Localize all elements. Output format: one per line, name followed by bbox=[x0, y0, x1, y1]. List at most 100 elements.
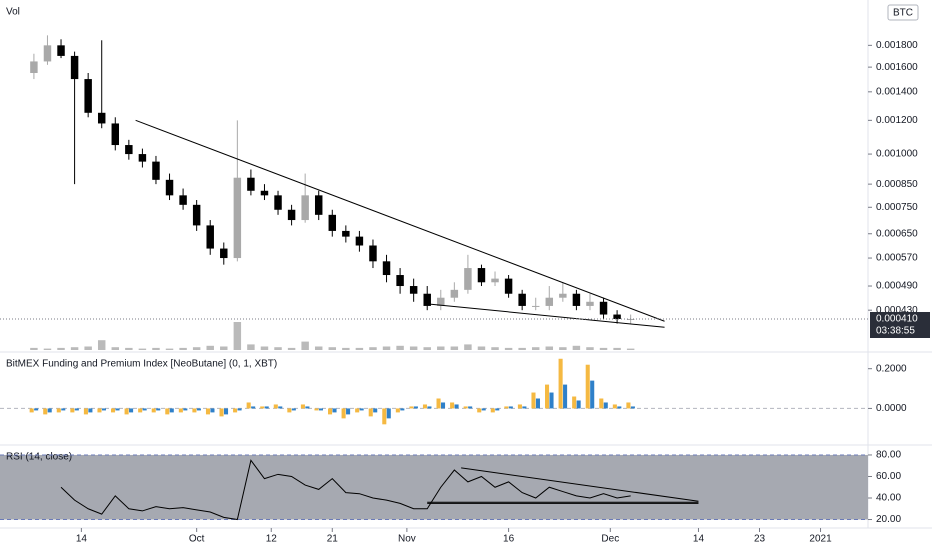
funding-bar bbox=[617, 406, 622, 409]
x-tick-label: 2021 bbox=[809, 534, 832, 545]
y-tick-label: 0.0000 bbox=[876, 403, 907, 414]
currency-badge[interactable] bbox=[887, 4, 919, 21]
funding-bar bbox=[124, 408, 129, 415]
candle-body bbox=[138, 154, 147, 162]
funding-bar bbox=[34, 408, 39, 411]
volume-bar bbox=[599, 347, 608, 350]
volume-bar bbox=[437, 346, 445, 350]
x-tick-label: 21 bbox=[327, 534, 339, 545]
y-tick-label: 0.000650 bbox=[876, 228, 918, 239]
rsi-band bbox=[0, 454, 868, 520]
candle-body bbox=[301, 195, 309, 221]
funding-bar bbox=[29, 408, 34, 413]
y-tick-label: 0.001200 bbox=[876, 115, 918, 126]
funding-bar bbox=[545, 384, 550, 409]
candle-body bbox=[70, 55, 79, 80]
funding-bar bbox=[477, 408, 482, 413]
candle-body bbox=[450, 289, 459, 298]
last-price-badge bbox=[870, 311, 930, 338]
y-tick-label: 0.000430 bbox=[876, 305, 918, 316]
volume-bar bbox=[70, 347, 79, 350]
candle-body bbox=[192, 204, 201, 226]
funding-bar bbox=[165, 408, 170, 415]
candle-body bbox=[247, 177, 255, 191]
candle-body bbox=[220, 248, 228, 259]
funding-bar bbox=[305, 406, 310, 409]
funding-bar bbox=[142, 408, 147, 411]
volume-bar bbox=[192, 347, 201, 350]
funding-bar bbox=[74, 408, 79, 411]
funding-bar bbox=[558, 358, 563, 409]
y-tick-label: 0.000490 bbox=[876, 281, 918, 292]
funding-bar bbox=[223, 408, 229, 415]
funding-bar bbox=[156, 408, 161, 411]
volume-bar bbox=[409, 346, 418, 350]
funding-bar bbox=[97, 408, 102, 413]
volume-bar bbox=[179, 347, 187, 350]
volume-bar bbox=[206, 345, 214, 350]
volume-bar bbox=[369, 347, 377, 350]
funding-bar bbox=[61, 408, 66, 411]
funding-bar bbox=[196, 408, 201, 411]
candle-body bbox=[125, 145, 133, 155]
volume-label: Vol bbox=[6, 7, 20, 18]
funding-bar bbox=[341, 408, 346, 419]
volume-bar bbox=[152, 347, 160, 350]
funding-bar bbox=[251, 406, 256, 409]
volume-bar bbox=[274, 347, 282, 350]
rsi-trendline bbox=[461, 467, 699, 502]
candle-body bbox=[613, 314, 621, 319]
candle-body bbox=[491, 278, 499, 283]
funding-bar bbox=[291, 408, 296, 411]
volume-bar bbox=[450, 346, 459, 350]
funding-bar bbox=[210, 408, 215, 413]
y-tick-label: 0.001000 bbox=[876, 149, 918, 160]
funding-bar bbox=[318, 408, 323, 411]
funding-bar bbox=[264, 406, 269, 409]
candle-body bbox=[599, 301, 608, 315]
funding-bar bbox=[111, 408, 116, 413]
y-tick-label: 0.2000 bbox=[876, 363, 907, 374]
funding-bar bbox=[454, 404, 459, 409]
funding-title: BitMEX Funding and Premium Index [NeoBut… bbox=[6, 359, 277, 370]
funding-bar bbox=[382, 408, 387, 425]
funding-bar bbox=[219, 408, 224, 417]
x-tick-label: 14 bbox=[76, 534, 88, 545]
funding-bar bbox=[549, 392, 554, 409]
funding-bar bbox=[400, 408, 405, 411]
candle-body bbox=[423, 293, 431, 306]
volume-bar bbox=[396, 345, 404, 350]
funding-bar bbox=[129, 408, 134, 413]
volume-bar bbox=[138, 348, 147, 350]
funding-bar bbox=[178, 408, 183, 413]
candle-body bbox=[314, 195, 323, 215]
funding-bar bbox=[522, 406, 527, 409]
candle-body bbox=[233, 177, 242, 259]
funding-bar bbox=[233, 408, 238, 413]
volume-bar bbox=[97, 340, 106, 350]
last-price: 0.000410 bbox=[876, 314, 918, 325]
volume-bar bbox=[355, 347, 364, 350]
funding-bar bbox=[612, 404, 617, 409]
funding-bar bbox=[70, 408, 75, 413]
funding-bar bbox=[481, 408, 486, 411]
funding-bar bbox=[386, 408, 391, 419]
candle-body bbox=[531, 305, 540, 307]
candle-body bbox=[287, 209, 296, 221]
candle-body bbox=[477, 268, 486, 283]
candle-body bbox=[97, 112, 106, 124]
volume-bar bbox=[491, 347, 499, 350]
candle-body bbox=[179, 195, 187, 205]
candle-body bbox=[545, 297, 554, 306]
funding-bar bbox=[355, 408, 360, 413]
x-tick-label: 12 bbox=[266, 534, 278, 545]
funding-bar bbox=[183, 408, 188, 411]
candle-body bbox=[328, 214, 337, 231]
candle-body bbox=[111, 123, 120, 146]
y-tick-label: 0.000570 bbox=[876, 253, 918, 264]
funding-bar bbox=[278, 406, 283, 409]
currency: BTC bbox=[893, 8, 913, 19]
volume-bar bbox=[57, 347, 65, 350]
volume-bar bbox=[613, 347, 621, 350]
volume-bar bbox=[111, 347, 120, 350]
